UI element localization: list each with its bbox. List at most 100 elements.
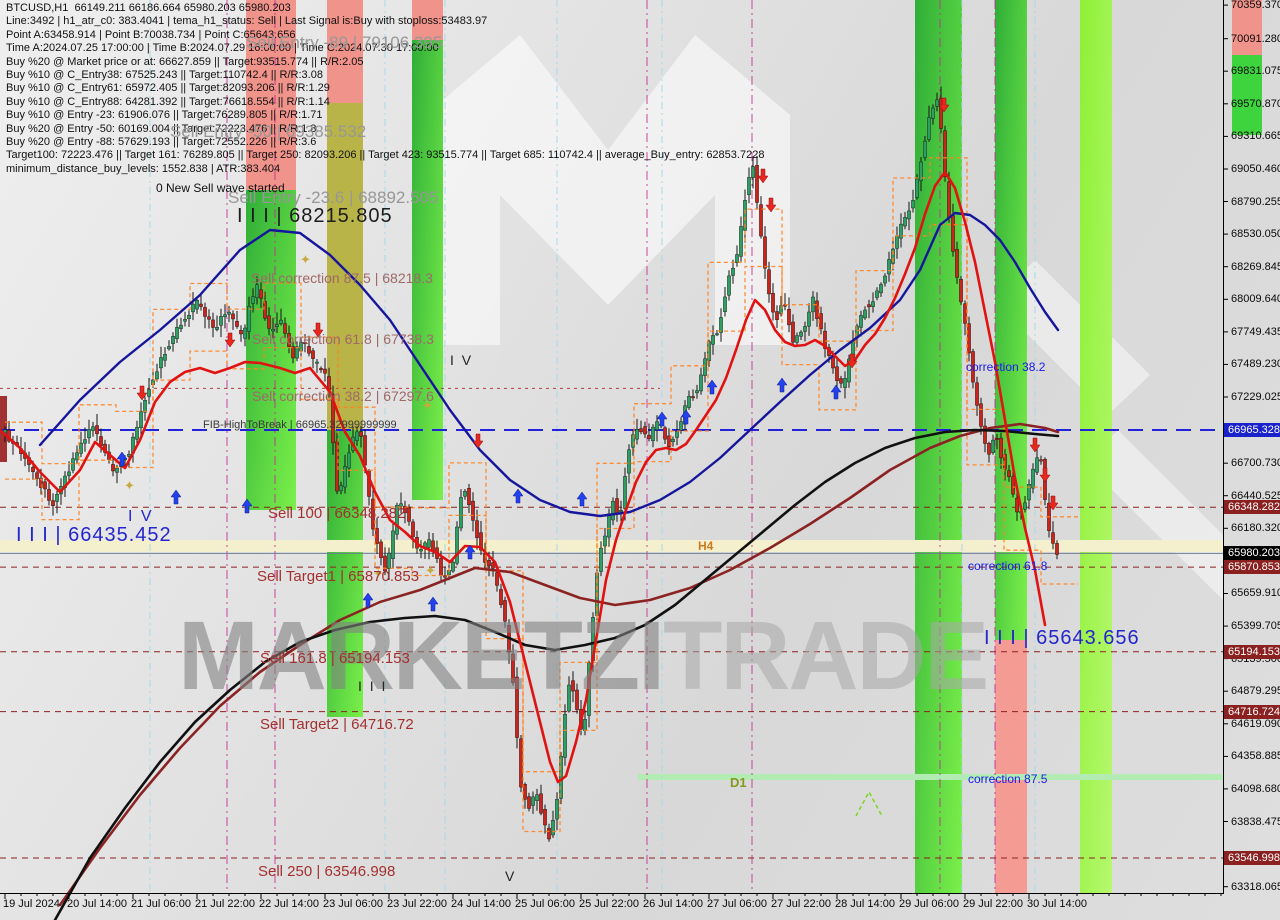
- candle: [315, 361, 319, 364]
- buy-arrow-icon: [116, 451, 128, 467]
- candle: [267, 315, 271, 329]
- candle: [211, 319, 215, 328]
- time-tick-label: 30 Jul 14:00: [1027, 898, 1087, 910]
- candle: [723, 296, 727, 312]
- candle: [927, 117, 931, 140]
- candle: [911, 200, 915, 209]
- candle: [859, 315, 863, 328]
- watermark-brand: MARKETZI: [178, 601, 665, 710]
- candle: [287, 333, 291, 347]
- candle: [67, 471, 71, 476]
- fib-high-to-break-label: FIB-HighToBreak | 66965.32999999999: [203, 419, 397, 431]
- candle: [1031, 468, 1035, 489]
- candle: [1023, 502, 1027, 510]
- sell-arrow-icon: [938, 97, 950, 113]
- price-tick-label: 64358.885: [1231, 750, 1280, 762]
- candle: [795, 335, 799, 343]
- candle: [207, 316, 211, 320]
- candle: [719, 317, 723, 333]
- candle: [843, 378, 847, 388]
- candle: [135, 427, 139, 440]
- candle: [671, 438, 675, 443]
- candle: [751, 166, 755, 179]
- sell-target2-badge: 64716.724: [1224, 705, 1280, 719]
- candle: [1007, 470, 1011, 477]
- candle: [143, 400, 147, 413]
- buy-arrow-icon: [427, 596, 439, 612]
- candle: [711, 335, 715, 345]
- ma-black: [53, 428, 1060, 920]
- info-line: Point A:63458.914 | Point B:70038.734 | …: [6, 28, 296, 41]
- sell-100-label: Sell 100 | 66348.282: [268, 505, 406, 522]
- sell-arrow-icon: [312, 322, 324, 338]
- sell-1618-label: Sell 161.8 | 65194.153: [260, 650, 410, 667]
- candle: [835, 366, 839, 382]
- price-tick-label: 69050.460: [1231, 163, 1280, 175]
- candle: [563, 714, 567, 758]
- info-line: Buy %10 @ C_Entry38: 67525.243 || Target…: [6, 69, 323, 82]
- highlight-band: [327, 0, 363, 103]
- candle: [939, 98, 943, 129]
- logo-m-shape: [425, 35, 790, 345]
- candle: [635, 429, 639, 440]
- highlight-band: [246, 190, 296, 510]
- info-line: Line:3492 | h1_atr_c0: 383.4041 | tema_h…: [6, 15, 488, 28]
- buy-arrow-icon: [512, 488, 524, 504]
- candle: [803, 326, 807, 332]
- wave-5-label: V: [505, 868, 517, 884]
- candle: [731, 268, 735, 276]
- candle: [227, 311, 231, 315]
- candle: [51, 500, 55, 507]
- candle: [411, 521, 415, 537]
- price-tick-label: 65659.910: [1231, 587, 1280, 599]
- sell-161-badge: 65194.153: [1224, 645, 1280, 659]
- sell-entry-89-label: Sell Entry -89 | 79106.395: [246, 33, 443, 52]
- candle: [407, 507, 411, 522]
- candle: [379, 541, 383, 558]
- candle: [279, 319, 283, 325]
- info-line: Buy %10 @ Entry -23: 61906.076 || Target…: [6, 109, 323, 122]
- info-panel: BTCUSD,H1 66149.211 66186.664 65980.203 …: [6, 2, 764, 176]
- candle: [695, 390, 699, 394]
- candle: [943, 130, 947, 177]
- candle: [611, 501, 615, 521]
- candle: [215, 327, 219, 330]
- highlight-band: [995, 0, 1027, 640]
- candle: [759, 204, 763, 237]
- price-tick-label: 65399.705: [1231, 620, 1280, 632]
- price-tick-label: 69831.075: [1231, 65, 1280, 77]
- sell-100-badge: 66348.282: [1224, 500, 1280, 514]
- candle: [703, 358, 707, 376]
- envelope-lower: [5, 224, 1078, 833]
- price-tick-label: 68530.050: [1231, 228, 1280, 240]
- sell-arrow-icon: [224, 332, 236, 348]
- buy-arrow-icon: [776, 377, 788, 393]
- time-tick-label: 29 Jul 22:00: [963, 898, 1023, 910]
- candle: [175, 327, 179, 339]
- candle: [647, 434, 651, 439]
- candle: [87, 429, 91, 439]
- buy-arrow-icon: [656, 411, 668, 427]
- candle: [383, 555, 387, 572]
- candle: [347, 452, 351, 469]
- candle: [903, 217, 907, 227]
- time-tick-label: 26 Jul 14:00: [643, 898, 703, 910]
- candle: [871, 301, 875, 307]
- correction-618-label: correction 61.8: [968, 559, 1048, 573]
- candle: [147, 389, 151, 397]
- candle: [479, 532, 483, 551]
- correction-382-label: correction 38.2: [966, 360, 1046, 374]
- candle: [931, 107, 935, 119]
- price-tick-label: 68790.255: [1231, 196, 1280, 208]
- candle: [395, 505, 399, 535]
- time-tick-label: 23 Jul 06:00: [323, 898, 383, 910]
- candle: [799, 331, 803, 337]
- candle: [679, 421, 683, 431]
- candle: [271, 329, 275, 332]
- candle: [543, 809, 547, 826]
- info-line: Buy %20 @ Entry -88: 57629.193 || Target…: [6, 136, 317, 149]
- candle: [739, 226, 743, 257]
- sell-arrow-icon: [846, 353, 858, 369]
- candle: [895, 235, 899, 249]
